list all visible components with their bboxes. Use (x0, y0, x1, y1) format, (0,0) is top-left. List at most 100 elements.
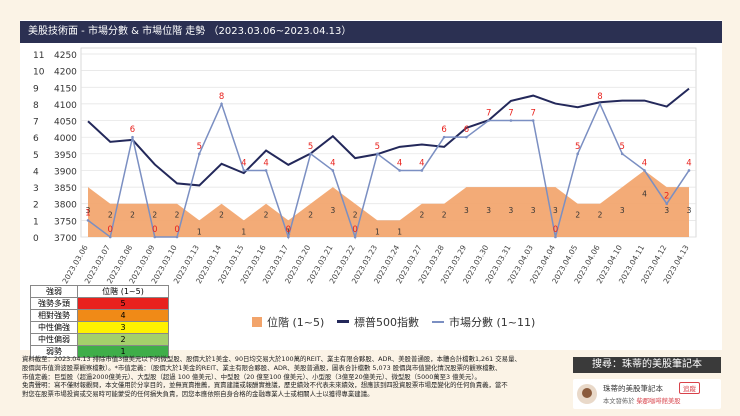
position-data-label: 3 (553, 206, 558, 215)
position-data-label: 1 (375, 227, 380, 236)
market-score-point (598, 102, 602, 106)
position-data-label: 3 (486, 206, 491, 215)
follow-button[interactable]: 追蹤 (679, 382, 700, 394)
position-data-label: 3 (509, 206, 514, 215)
market-score-data-label: 5 (308, 142, 313, 152)
position-data-label: 3 (620, 206, 625, 215)
author-subtitle: 本文發佈於 柴郡咖啡館美股 (603, 396, 681, 405)
rating-row-label: 弱勢 (30, 345, 78, 358)
footnote-line: 對您在股票市場投資或交易時可能蒙受的任何損失負責，因您本應依照自身合格的金融專業… (22, 390, 374, 399)
position-data-label: 2 (419, 211, 424, 220)
combo-chart: 0123456789101137003750380038503900395040… (33, 47, 697, 285)
y-left-tick-label: 8 (33, 101, 39, 111)
market-score-data-label: 5 (197, 142, 202, 152)
rating-row-value: 1 (77, 345, 169, 358)
market-score-data-label: 4 (241, 158, 246, 168)
position-data-label: 2 (598, 211, 603, 220)
position-data-label: 1 (241, 227, 246, 236)
rating-row-label: 相對強勢 (30, 309, 78, 322)
market-score-point (465, 135, 468, 139)
market-score-data-label: 4 (330, 158, 335, 168)
publication-link[interactable]: 柴郡咖啡館美股 (636, 398, 681, 405)
position-data-label: 3 (330, 206, 335, 215)
y-right-tick-label: 4150 (54, 84, 77, 94)
market-score-point (665, 202, 669, 206)
position-data-label: 2 (152, 211, 157, 220)
market-score-data-label: 6 (441, 125, 446, 135)
y-right-tick-label: 4050 (54, 118, 77, 128)
footnote-block: 資料截至：2023.04.13 排除市值3億美元以下的微型股、股價大於1美金、9… (22, 355, 567, 399)
market-score-data-label: 0 (174, 225, 179, 235)
market-score-data-label: 4 (263, 158, 268, 168)
market-score-data-label: 0 (152, 225, 157, 235)
market-score-point (86, 219, 90, 222)
legend-item-position: 位階 (1~5) (252, 314, 324, 330)
market-score-point (643, 169, 646, 172)
market-score-point (175, 235, 179, 239)
position-data-label: 1 (286, 227, 291, 236)
legend-item-sp500: 標普500指數 (337, 314, 419, 330)
position-data-label: 2 (575, 211, 580, 220)
market-score-data-label: 1 (85, 208, 90, 218)
rating-row-value: 5 (77, 297, 169, 310)
position-area-series (88, 170, 689, 237)
y-right-tick-label: 3950 (54, 151, 77, 161)
search-banner: 搜尋：珠蒂的美股筆記本 (573, 357, 721, 373)
position-data-label: 3 (531, 206, 536, 215)
position-data-label: 3 (86, 206, 91, 215)
rating-table-header-label: 強弱 (30, 285, 78, 298)
market-score-point (442, 135, 446, 139)
market-score-data-label: 0 (286, 225, 291, 235)
market-score-data-label: 4 (397, 158, 402, 168)
market-score-data-label: 8 (219, 92, 224, 102)
legend-swatch-position (252, 317, 262, 327)
position-data-label: 3 (664, 206, 669, 215)
position-data-label: 2 (264, 211, 269, 220)
market-score-point (331, 169, 335, 172)
y-right-tick-label: 4200 (54, 68, 77, 78)
footnote-line: 股價與市值滑波股票觀察檔數）。*市值定義：（股價大於1美金的REIT、業主有限合… (22, 363, 502, 372)
position-data-label: 2 (130, 211, 135, 220)
y-left-tick-label: 11 (33, 51, 44, 61)
y-left-tick-label: 10 (33, 68, 45, 78)
rating-row-label: 中性偏強 (30, 321, 78, 334)
position-data-label: 1 (397, 227, 402, 236)
market-score-point (420, 169, 424, 172)
market-score-point (376, 152, 379, 156)
legend-swatch-score (432, 321, 444, 323)
rating-row-value: 4 (77, 309, 169, 322)
market-score-point (509, 119, 513, 122)
footnote-line: 市值定義：巨型股（超過2000億美元）、大型股（超過 100 億美元）、中型股（… (22, 372, 481, 381)
y-left-tick-label: 9 (33, 84, 39, 94)
market-score-point (264, 169, 268, 172)
sp500-line (87, 87, 690, 187)
position-data-label: 2 (219, 211, 224, 220)
market-score-data-label: 4 (419, 158, 424, 168)
y-right-tick-label: 3900 (54, 167, 77, 177)
y-right-tick-label: 3850 (54, 184, 77, 194)
chart-title-bar: 美股技術面 - 市場分數 & 市場位階 走勢 （2023.03.06~2023.… (20, 21, 722, 43)
position-data-label: 3 (464, 206, 469, 215)
subtitle-prefix: 本文發佈於 (603, 398, 635, 405)
market-score-point (287, 235, 290, 239)
position-data-label: 2 (175, 211, 180, 220)
author-card[interactable]: 珠蒂的美股筆記本 追蹤 本文發佈於 柴郡咖啡館美股 (573, 379, 721, 409)
market-score-point (131, 135, 134, 139)
market-score-point (620, 152, 624, 156)
market-score-point (353, 235, 357, 239)
market-score-point (153, 235, 157, 239)
y-left-tick-label: 3 (33, 184, 39, 194)
legend-label-position: 位階 (1~5) (267, 316, 325, 329)
market-score-data-label: 0 (108, 225, 113, 235)
legend-item-score: 市場分數 (1~11) (432, 314, 535, 330)
market-score-data-label: 5 (575, 142, 580, 152)
position-data-label: 1 (197, 227, 202, 236)
market-score-point (242, 169, 246, 172)
market-score-point (309, 152, 312, 156)
market-score-data-label: 0 (352, 225, 357, 235)
market-score-data-label: 5 (375, 142, 380, 152)
position-data-label: 4 (642, 189, 647, 198)
market-score-point (108, 235, 112, 239)
market-score-point (398, 169, 401, 172)
position-data-label: 2 (353, 211, 358, 220)
